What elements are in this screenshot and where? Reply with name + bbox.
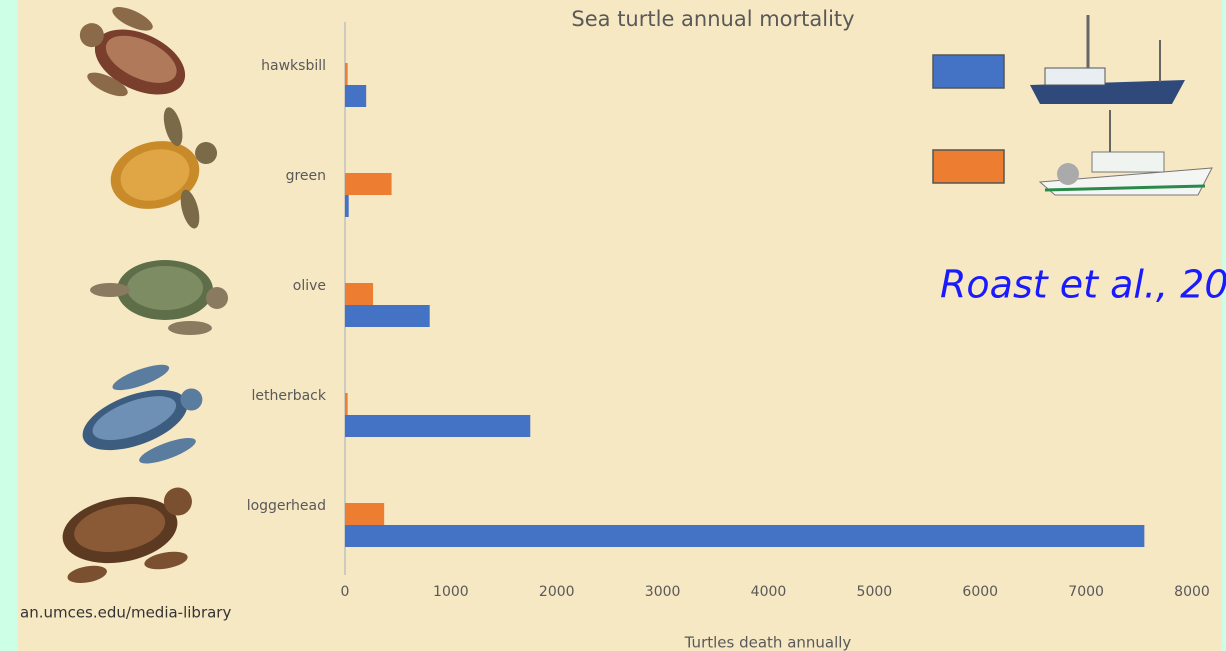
bar: [345, 305, 430, 327]
bar: [345, 393, 348, 415]
source-note: an.umces.edu/media-library: [20, 604, 231, 622]
bar: [345, 503, 384, 525]
x-tick-label: 2000: [539, 584, 575, 600]
bar: [345, 85, 366, 107]
bar: [345, 283, 373, 305]
bar: [345, 525, 1144, 547]
x-tick-label: 3000: [645, 584, 681, 600]
x-tick-label: 4000: [751, 584, 787, 600]
bar: [345, 415, 530, 437]
x-tick-label: 6000: [962, 584, 998, 600]
x-axis-label: Turtles death annually: [684, 634, 852, 651]
y-tick-label: loggerhead: [247, 498, 326, 514]
bar: [345, 173, 392, 195]
y-tick-label: green: [286, 168, 326, 184]
y-tick-label: olive: [293, 278, 326, 294]
x-tick-label: 0: [341, 584, 350, 600]
y-tick-label: hawksbill: [261, 58, 326, 74]
y-tick-label: letherback: [251, 388, 326, 404]
x-tick-label: 5000: [857, 584, 893, 600]
legend-swatch: [933, 55, 1004, 88]
boat-illustrations: [1030, 15, 1212, 195]
chart: Sea turtle annual mortality Turtles deat…: [0, 0, 1226, 651]
chart-title: Sea turtle annual mortality: [571, 7, 854, 31]
turtle-illustrations: [55, 0, 234, 586]
x-tick-label: 8000: [1174, 584, 1210, 600]
legend-swatch: [933, 150, 1004, 183]
x-tick-label: 1000: [433, 584, 469, 600]
citation: Roast et al., 2023: [940, 263, 1226, 307]
x-tick-label: 7000: [1068, 584, 1104, 600]
bar: [345, 195, 349, 217]
bar: [345, 63, 348, 85]
